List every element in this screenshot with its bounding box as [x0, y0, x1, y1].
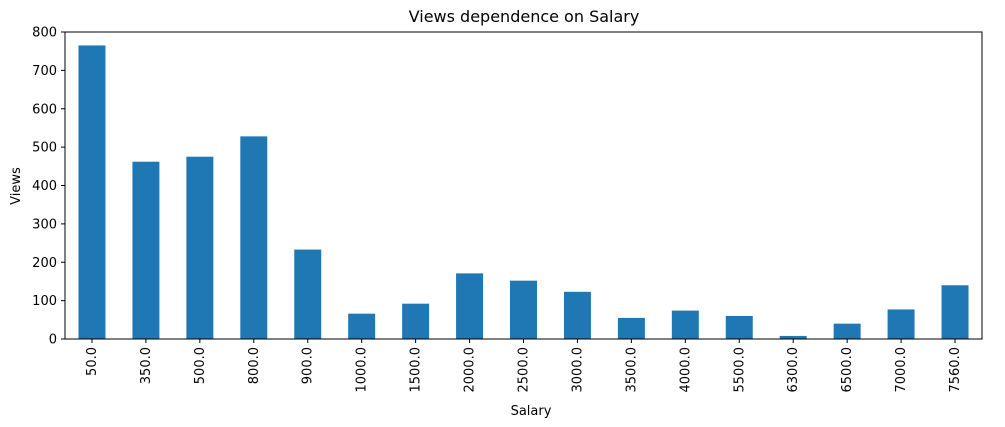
- y-axis-title: Views: [9, 167, 24, 205]
- y-tick-label: 300: [32, 217, 57, 232]
- x-tick-label: 2500.0: [517, 347, 532, 393]
- y-tick-label: 500: [32, 141, 57, 156]
- bar-800.0: [240, 136, 268, 339]
- x-tick-label: 7560.0: [948, 347, 963, 393]
- bar-3000.0: [563, 291, 591, 339]
- y-tick-label: 700: [32, 64, 57, 79]
- bar-2000.0: [456, 273, 484, 339]
- x-tick-label: 3500.0: [624, 347, 639, 393]
- x-tick-label: 4000.0: [678, 347, 693, 393]
- x-tick-label: 1000.0: [355, 347, 370, 393]
- x-tick-label: 5500.0: [732, 347, 747, 393]
- bar-1500.0: [402, 303, 430, 339]
- x-tick-label: 1500.0: [409, 347, 424, 393]
- bar-500.0: [186, 156, 214, 339]
- y-tick-label: 200: [32, 256, 57, 271]
- bar-1000.0: [348, 313, 376, 339]
- bar-50.0: [78, 45, 106, 340]
- x-tick-label: 6300.0: [786, 347, 801, 393]
- x-tick-label: 800.0: [247, 347, 262, 384]
- chart-title: Views dependence on Salary: [409, 7, 640, 26]
- bar-900.0: [294, 249, 322, 339]
- x-tick-label: 2000.0: [463, 347, 478, 393]
- y-tick-label: 400: [32, 179, 57, 194]
- y-tick-label: 100: [32, 294, 57, 309]
- y-axis: 0 100 200 300 400 500 600 700 800: [32, 26, 65, 348]
- bars-group: [78, 45, 969, 340]
- bar-2500.0: [510, 280, 537, 339]
- bar-3500.0: [617, 317, 645, 339]
- x-tick-label: 3000.0: [570, 347, 585, 393]
- x-tick-label: 900.0: [301, 347, 316, 384]
- bar-6300.0: [779, 335, 807, 339]
- bar-7560.0: [941, 285, 969, 339]
- y-tick-label: 600: [32, 102, 57, 117]
- y-tick-label: 800: [32, 26, 57, 41]
- x-tick-label: 350.0: [139, 347, 154, 384]
- bar-6500.0: [833, 323, 861, 339]
- x-tick-label: 500.0: [193, 347, 208, 384]
- y-tick-label: 0: [49, 333, 57, 348]
- x-tick-label: 6500.0: [840, 347, 855, 393]
- x-axis: 50.0 350.0 500.0 800.0 900.0 1000.0 1500.0 2000…: [85, 339, 963, 393]
- bar-5500.0: [725, 315, 753, 339]
- x-axis-title: Salary: [511, 404, 552, 419]
- bar-350.0: [132, 161, 160, 339]
- bar-4000.0: [671, 310, 699, 339]
- x-tick-label: 50.0: [85, 347, 100, 376]
- x-tick-label: 7000.0: [894, 347, 909, 393]
- bar-7000.0: [887, 309, 915, 339]
